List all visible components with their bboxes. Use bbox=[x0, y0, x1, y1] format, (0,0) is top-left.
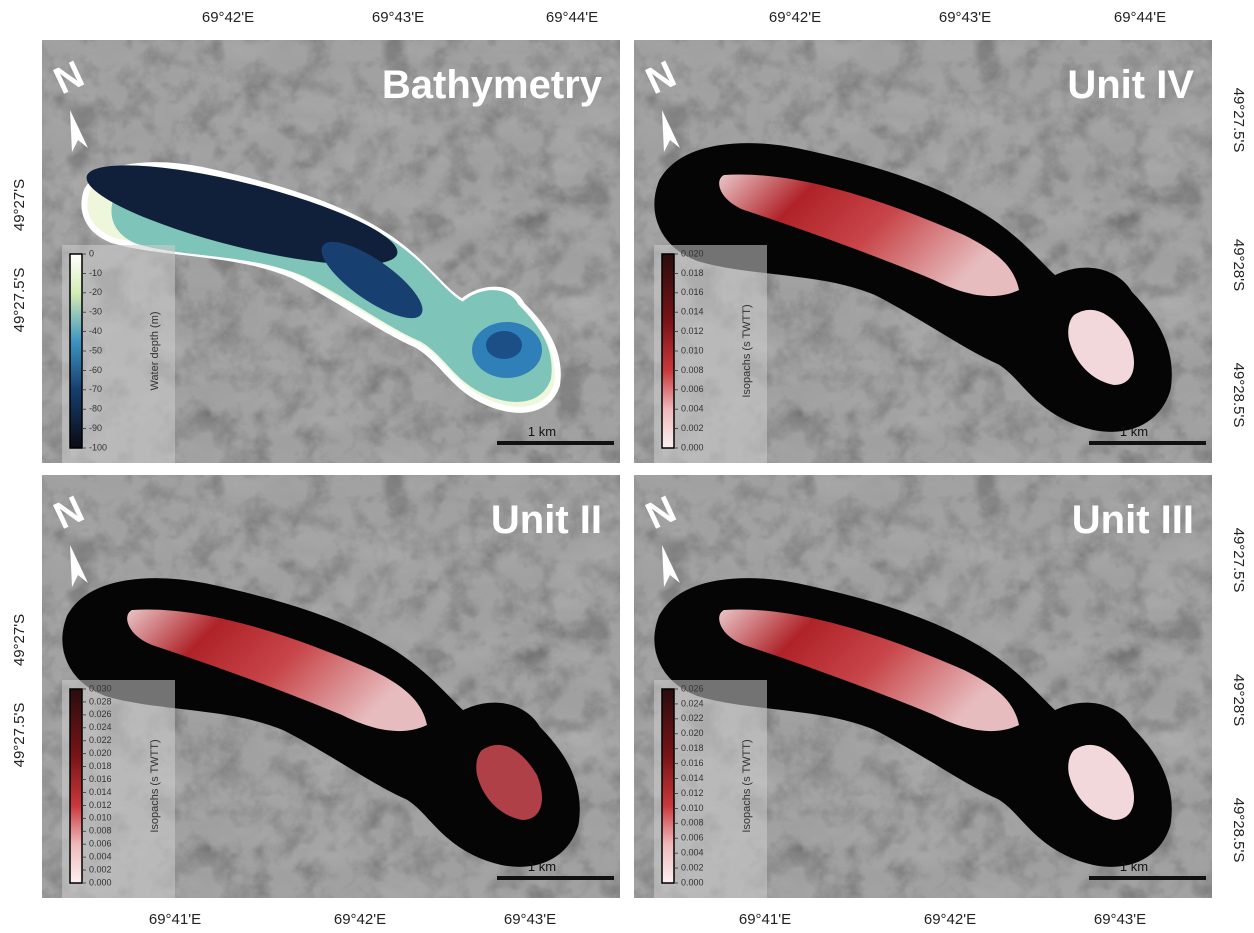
legend-tick-label: -10 bbox=[89, 268, 102, 278]
legend-tick-label: 0.004 bbox=[681, 848, 704, 858]
legend-tick-label: 0.014 bbox=[681, 307, 704, 317]
legend-tick-label: -70 bbox=[89, 384, 102, 394]
latitude-label: 49°27.5'S bbox=[11, 703, 28, 768]
legend-tick-label: 0.024 bbox=[89, 722, 112, 732]
legend-tick-label: 0.016 bbox=[681, 758, 704, 768]
legend-title: Isopachs (s TWTT) bbox=[741, 739, 753, 832]
legend-tick-label: 0.012 bbox=[89, 800, 112, 810]
legend-colorbar bbox=[662, 689, 674, 883]
legend-tick-label: 0.008 bbox=[89, 826, 112, 836]
legend-tick-label: -90 bbox=[89, 423, 102, 433]
latitude-label: 49°27.5'S bbox=[1230, 88, 1247, 153]
legend-tick-label: 0.002 bbox=[681, 862, 704, 872]
latitude-label: 49°27.5'S bbox=[1230, 528, 1247, 593]
latitude-label: 49°28.5'S bbox=[1230, 798, 1247, 863]
legend-tick-label: 0.020 bbox=[681, 248, 704, 258]
legend-tick-label: 0.006 bbox=[681, 384, 704, 394]
legend-tick-label: 0.004 bbox=[89, 852, 112, 862]
longitude-label: 69°41'E bbox=[149, 911, 201, 928]
map-panel: 0.020 0.018 0.016 0.014 0.012 0.010 0.008 0.006… bbox=[634, 40, 1212, 463]
legend-tick-label: 0.000 bbox=[681, 442, 704, 452]
legend-tick-label: 0.008 bbox=[681, 365, 704, 375]
longitude-label: 69°42'E bbox=[334, 911, 386, 928]
legend-tick-label: 0.030 bbox=[89, 683, 112, 693]
legend-colorbar bbox=[70, 254, 82, 448]
latitude-label: 49°27'S bbox=[11, 614, 28, 666]
legend-tick-label: 0.016 bbox=[681, 287, 704, 297]
latitude-label: 49°27'S bbox=[11, 179, 28, 231]
legend-tick-label: 0.020 bbox=[89, 748, 112, 758]
legend-tick-label: 0.018 bbox=[681, 743, 704, 753]
legend-tick-label: 0.014 bbox=[89, 787, 112, 797]
legend-tick-label: 0.012 bbox=[681, 326, 704, 336]
legend-tick-label: 0.012 bbox=[681, 788, 704, 798]
scale-label: 1 km bbox=[1120, 859, 1148, 874]
basin-core bbox=[486, 331, 522, 359]
legend-tick-label: -20 bbox=[89, 287, 102, 297]
panel-title: Unit IV bbox=[1067, 63, 1194, 107]
legend-tick-label: 0.006 bbox=[681, 833, 704, 843]
legend-tick-label: 0.006 bbox=[89, 839, 112, 849]
legend-tick-label: 0.010 bbox=[681, 803, 704, 813]
legend-tick-label: 0.026 bbox=[89, 709, 112, 719]
latitude-label: 49°27.5'S bbox=[11, 268, 28, 333]
longitude-label: 69°43'E bbox=[939, 9, 991, 26]
legend-tick-label: 0.026 bbox=[681, 683, 704, 693]
scale-label: 1 km bbox=[528, 859, 556, 874]
legend-colorbar bbox=[662, 254, 674, 448]
legend-tick-label: 0.002 bbox=[681, 423, 704, 433]
legend-tick-label: 0 bbox=[89, 248, 94, 258]
longitude-label: 69°44'E bbox=[1114, 9, 1166, 26]
legend-tick-label: 0.000 bbox=[89, 877, 112, 887]
legend-tick-label: -60 bbox=[89, 365, 102, 375]
legend-tick-label: 0.010 bbox=[681, 345, 704, 355]
legend-title: Isopachs (s TWTT) bbox=[149, 739, 161, 832]
legend-tick-label: -40 bbox=[89, 326, 102, 336]
legend-title: Water depth (m) bbox=[149, 311, 161, 390]
legend-tick-label: -100 bbox=[89, 442, 107, 452]
panel-title: Unit III bbox=[1072, 498, 1194, 542]
map-panel: 0.026 0.024 0.022 0.020 0.018 0.016 0.014 0.012… bbox=[634, 475, 1212, 898]
legend-tick-label: 0.020 bbox=[681, 728, 704, 738]
legend-tick-label: 0.018 bbox=[681, 268, 704, 278]
map-panel: 0.030 0.028 0.026 0.024 0.022 0.020 0.018 0.016… bbox=[42, 475, 620, 898]
figure: 0 -10 -20 -30 -40 -50 -60 -70 -80 -90 -100 Water de… bbox=[0, 0, 1254, 933]
legend-tick-label: -30 bbox=[89, 307, 102, 317]
panel-title: Unit II bbox=[491, 498, 602, 542]
legend-tick-label: 0.014 bbox=[681, 773, 704, 783]
longitude-label: 69°43'E bbox=[372, 9, 424, 26]
longitude-label: 69°43'E bbox=[504, 911, 556, 928]
map-panel: 0 -10 -20 -30 -40 -50 -60 -70 -80 -90 -100 Water de… bbox=[42, 40, 620, 463]
legend-tick-label: 0.000 bbox=[681, 877, 704, 887]
legend-tick-label: 0.018 bbox=[89, 761, 112, 771]
legend-tick-label: 0.028 bbox=[89, 696, 112, 706]
legend-tick-label: -80 bbox=[89, 404, 102, 414]
legend-tick-label: 0.010 bbox=[89, 813, 112, 823]
legend-tick-label: 0.002 bbox=[89, 864, 112, 874]
longitude-label: 69°42'E bbox=[924, 911, 976, 928]
scale-label: 1 km bbox=[528, 424, 556, 439]
legend-tick-label: 0.024 bbox=[681, 698, 704, 708]
longitude-label: 69°42'E bbox=[769, 9, 821, 26]
longitude-label: 69°42'E bbox=[202, 9, 254, 26]
latitude-label: 49°28'S bbox=[1230, 674, 1247, 726]
scale-label: 1 km bbox=[1120, 424, 1148, 439]
latitude-label: 49°28'S bbox=[1230, 239, 1247, 291]
longitude-label: 69°43'E bbox=[1094, 911, 1146, 928]
legend-tick-label: 0.016 bbox=[89, 774, 112, 784]
legend-colorbar bbox=[70, 689, 82, 883]
legend-tick-label: 0.022 bbox=[681, 713, 704, 723]
panel-title: Bathymetry bbox=[382, 63, 603, 107]
longitude-label: 69°41'E bbox=[739, 911, 791, 928]
legend-title: Isopachs (s TWTT) bbox=[741, 304, 753, 397]
longitude-label: 69°44'E bbox=[546, 9, 598, 26]
legend-tick-label: -50 bbox=[89, 345, 102, 355]
legend-tick-label: 0.008 bbox=[681, 818, 704, 828]
legend-tick-label: 0.004 bbox=[681, 404, 704, 414]
latitude-label: 49°28.5'S bbox=[1230, 363, 1247, 428]
legend-tick-label: 0.022 bbox=[89, 735, 112, 745]
